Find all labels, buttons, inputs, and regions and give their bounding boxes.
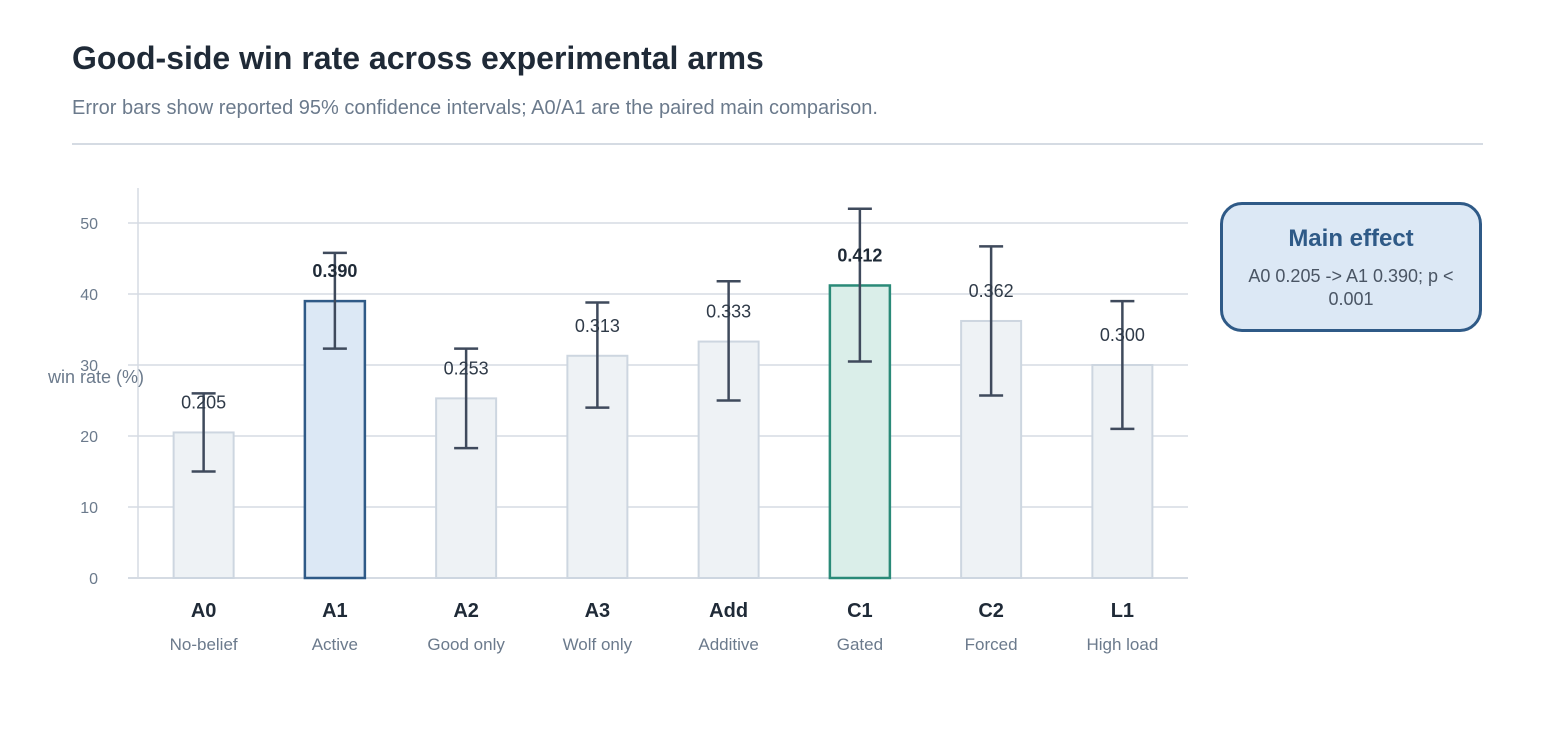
value-label: 0.412 — [837, 245, 882, 265]
chart-subtitle: Error bars show reported 95% confidence … — [72, 97, 878, 119]
value-label: 0.253 — [444, 358, 489, 378]
callout-title: Main effect — [1288, 225, 1414, 252]
y-axis-label: win rate (%) — [47, 367, 144, 387]
y-tick-label: 0 — [89, 571, 98, 588]
x-tick-sublabel: Wolf only — [563, 635, 633, 654]
value-label: 0.300 — [1100, 325, 1145, 345]
value-label: 0.362 — [969, 281, 1014, 301]
x-tick-label: L1 — [1111, 600, 1134, 622]
callout-body: A0 0.205 -> A1 0.390; p < 0.001 — [1248, 266, 1454, 309]
bar-chart: 0 10 20 30 40 50 win rate (%) 0.205 A0 No-belief 0… — [47, 188, 1188, 654]
y-tick-label: 10 — [80, 500, 98, 517]
x-tick-sublabel: Good only — [427, 635, 505, 654]
x-tick-label: A2 — [453, 600, 479, 622]
x-tick-sublabel: Active — [312, 635, 358, 654]
value-label: 0.313 — [575, 316, 620, 336]
y-tick-label: 40 — [80, 287, 98, 304]
x-tick-label: A1 — [322, 600, 348, 622]
x-tick-sublabel: Forced — [965, 635, 1018, 654]
x-tick-label: A3 — [585, 600, 611, 622]
header-divider — [72, 143, 1483, 145]
x-tick-sublabel: Gated — [837, 635, 883, 654]
chart-title: Good-side win rate across experimental a… — [72, 40, 764, 76]
x-tick-label: C1 — [847, 600, 873, 622]
value-label: 0.205 — [181, 392, 226, 412]
x-tick-label: Add — [709, 600, 748, 622]
value-label: 0.390 — [312, 261, 357, 281]
y-tick-label: 50 — [80, 216, 98, 233]
y-tick-label: 30 — [80, 358, 98, 375]
x-tick-label: C2 — [978, 600, 1004, 622]
x-tick-sublabel: Additive — [698, 635, 758, 654]
main-effect-callout: Main effect A0 0.205 -> A1 0.390; p < 0.… — [1220, 202, 1482, 332]
y-tick-label: 20 — [80, 429, 98, 446]
x-tick-sublabel: High load — [1086, 635, 1158, 654]
x-tick-sublabel: No-belief — [170, 635, 238, 654]
value-label: 0.333 — [706, 302, 751, 322]
x-tick-label: A0 — [191, 600, 217, 622]
